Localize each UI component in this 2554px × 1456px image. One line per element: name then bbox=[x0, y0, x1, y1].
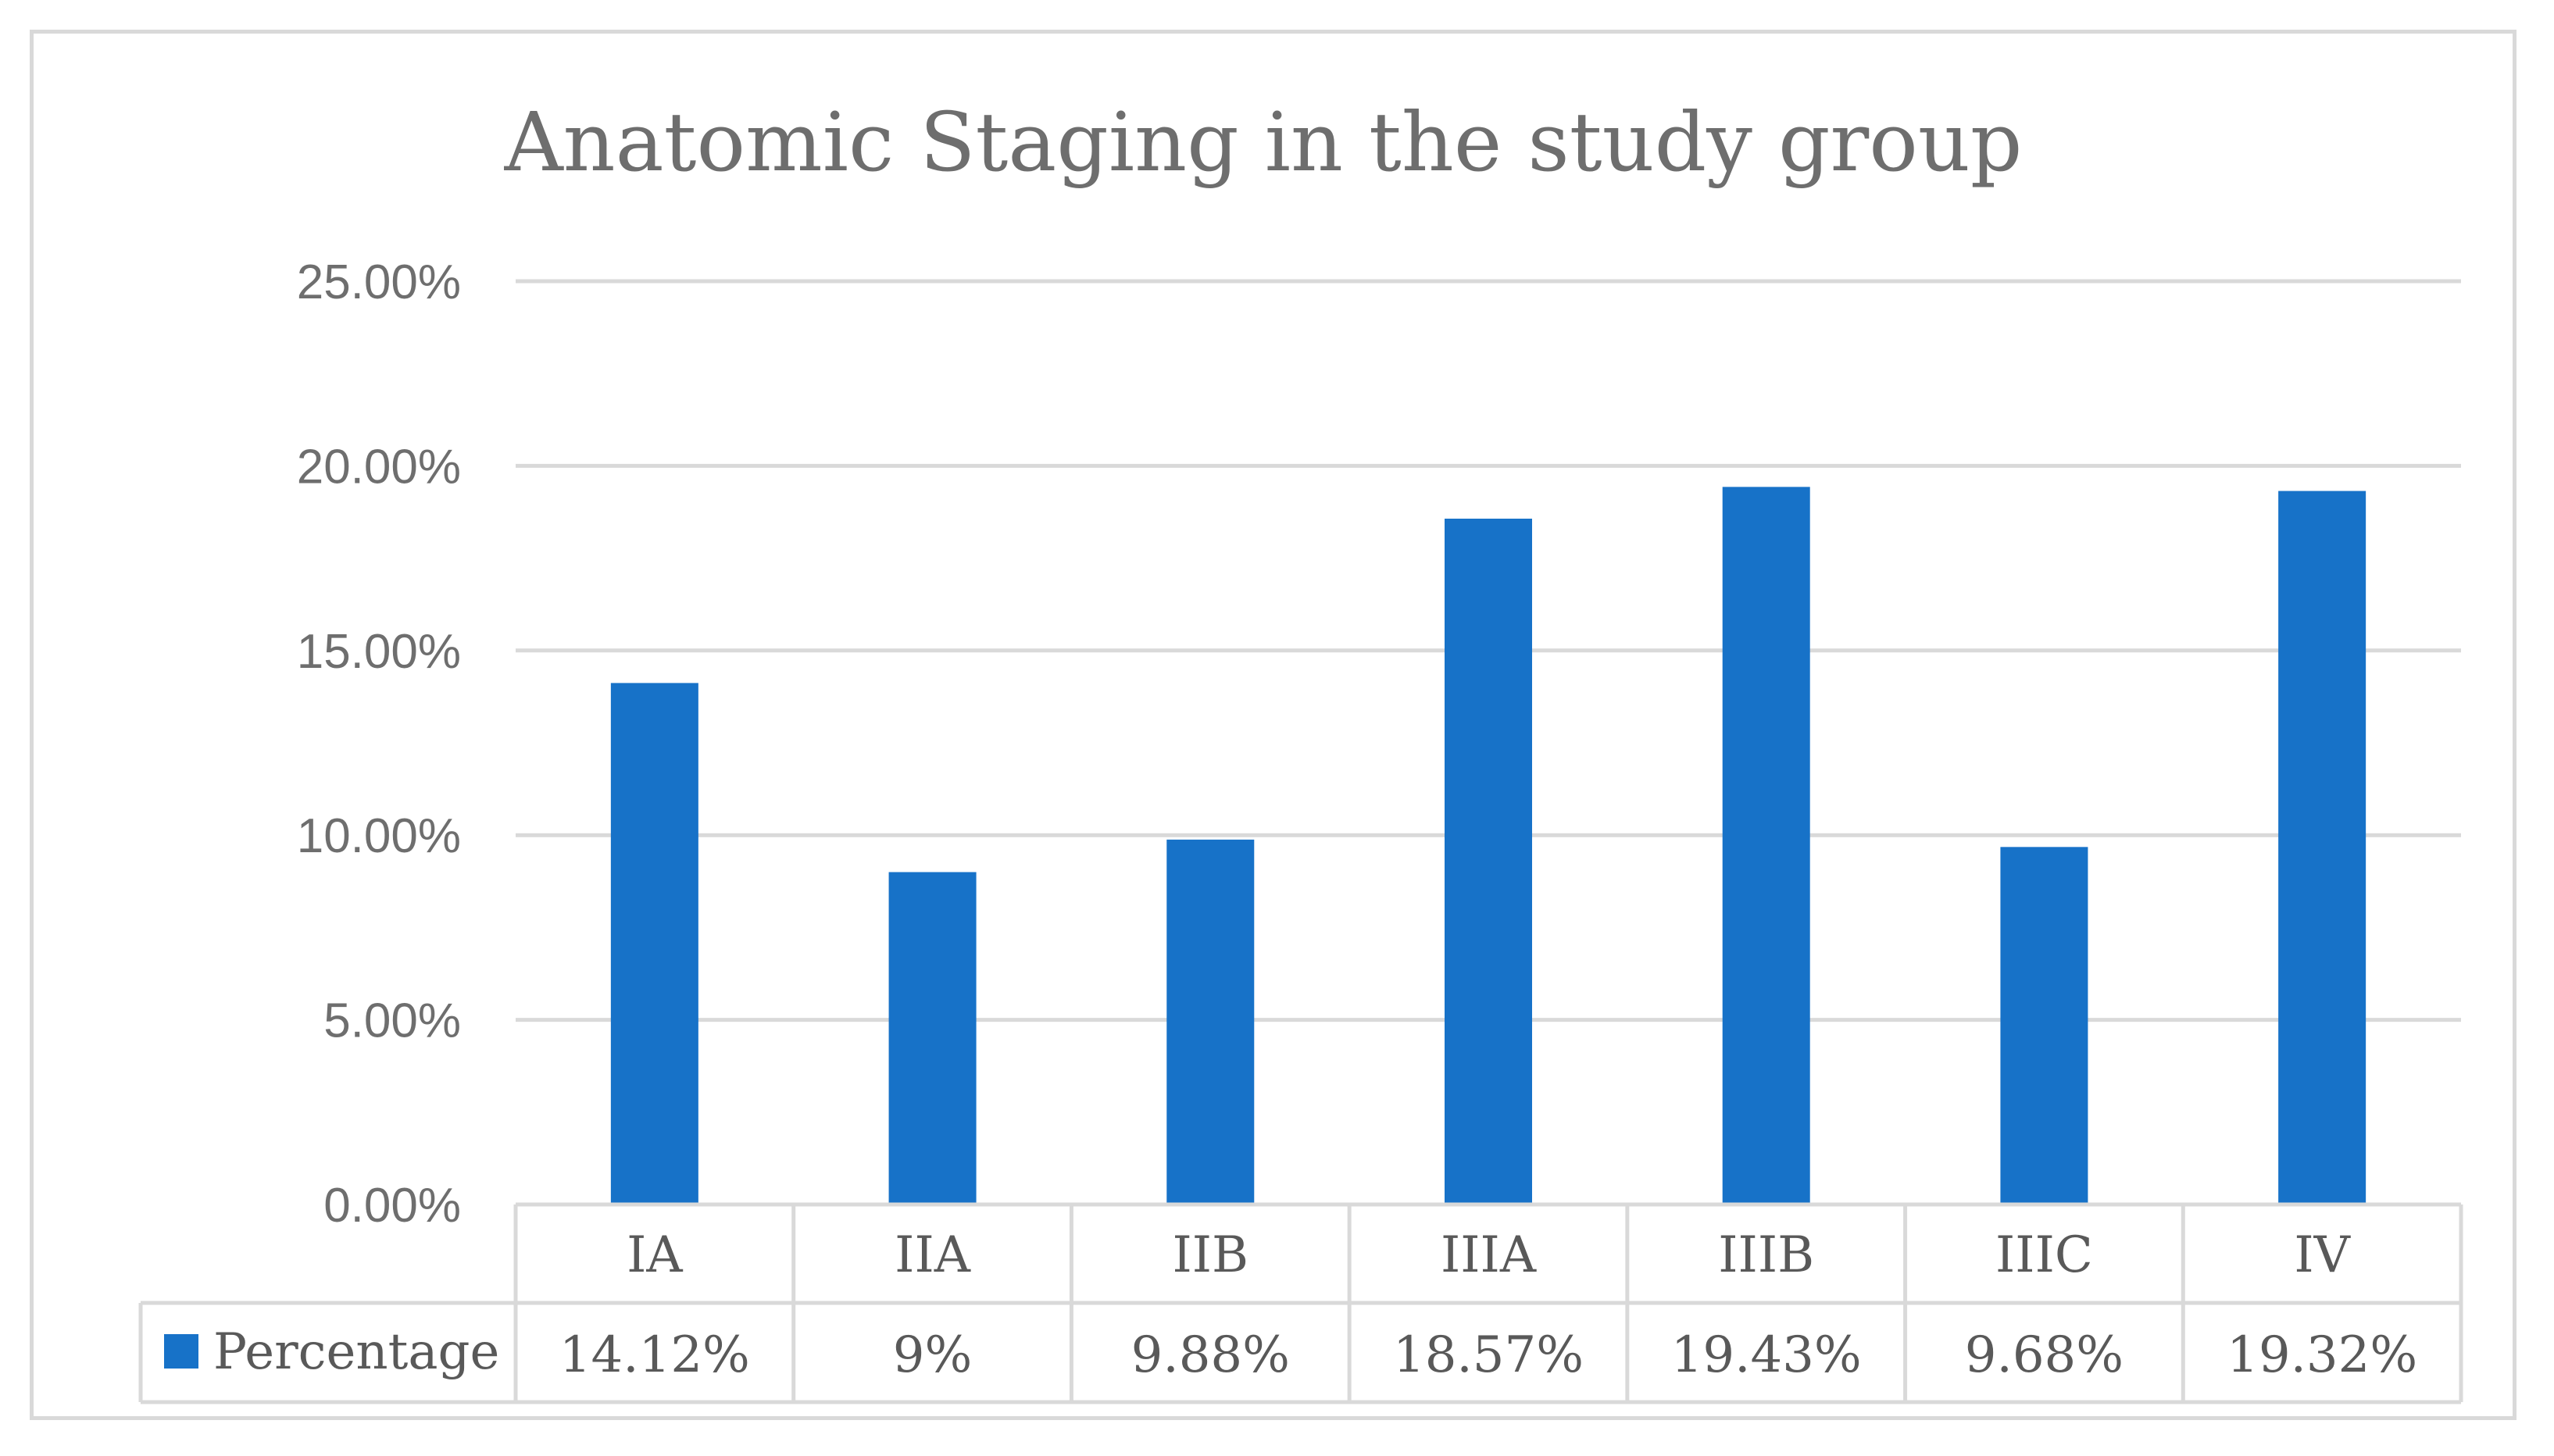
chart-title: Anatomic Staging in the study group bbox=[504, 95, 2023, 190]
data-label: 9% bbox=[893, 1326, 973, 1384]
data-label: 19.43% bbox=[1671, 1326, 1862, 1384]
y-tick-label: 15.00% bbox=[297, 625, 461, 679]
y-tick-label: 10.00% bbox=[297, 809, 461, 863]
y-tick-label: 0.00% bbox=[323, 1179, 461, 1233]
bar bbox=[2000, 847, 2088, 1204]
y-axis: 0.00% 5.00% 10.00% 15.00% 20.00% 25.00% bbox=[297, 255, 461, 1233]
category-label: IIIA bbox=[1441, 1226, 1537, 1284]
data-label: 9.68% bbox=[1965, 1326, 2124, 1384]
data-label: 14.12% bbox=[559, 1326, 750, 1384]
category-label: IIB bbox=[1172, 1226, 1248, 1284]
category-label: IIIC bbox=[1995, 1226, 2093, 1284]
chart-frame bbox=[30, 30, 2516, 1420]
category-label: IIIB bbox=[1718, 1226, 1814, 1284]
category-label: IIA bbox=[895, 1226, 971, 1284]
legend-label: Percentage bbox=[213, 1323, 499, 1381]
y-tick-label: 20.00% bbox=[297, 440, 461, 494]
data-table: IA 14.12% IIA 9% IIB 9.88% IIIA 18.57% IIIB 19.43… bbox=[138, 1202, 2463, 1404]
data-label: 18.57% bbox=[1393, 1326, 1584, 1384]
bar bbox=[1445, 519, 1532, 1204]
bar bbox=[888, 872, 977, 1204]
category-label: IV bbox=[2294, 1226, 2351, 1284]
legend-key bbox=[164, 1334, 198, 1369]
y-tick-label: 5.00% bbox=[323, 994, 461, 1048]
data-label: 9.88% bbox=[1131, 1326, 1290, 1384]
category-label: IA bbox=[627, 1226, 683, 1284]
bar bbox=[1722, 487, 1810, 1204]
bar bbox=[610, 683, 698, 1204]
bar bbox=[1166, 839, 1255, 1204]
bar bbox=[2278, 491, 2366, 1204]
data-label: 19.32% bbox=[2227, 1326, 2417, 1384]
y-tick-label: 25.00% bbox=[297, 255, 461, 309]
bars bbox=[610, 487, 2366, 1204]
